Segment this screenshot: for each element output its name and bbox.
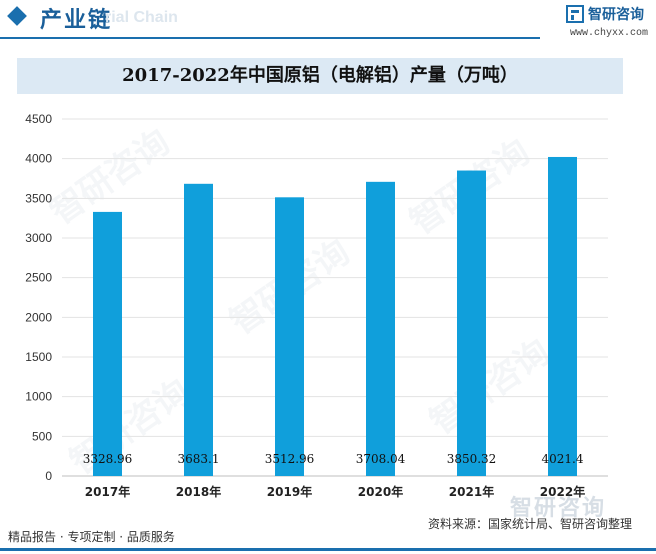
- y-tick-label: 1000: [25, 390, 52, 404]
- bar: [184, 183, 213, 476]
- x-tick-label: 2020年: [358, 484, 403, 499]
- chyxx-logo-icon: [566, 5, 584, 23]
- y-tick-label: 500: [32, 429, 52, 443]
- source-note: 资料来源：国家统计局、智研咨询整理: [428, 517, 633, 531]
- x-tick-label: 2018年: [176, 484, 221, 499]
- ghost-subtitle: rial Chain: [105, 9, 178, 26]
- chart-title-box: 2017-2022年中国原铝（电解铝）产量（万吨）: [17, 58, 623, 94]
- y-tick-label: 1500: [25, 350, 52, 364]
- data-label: 3708.04: [356, 452, 406, 466]
- chart-title: 2017-2022年中国原铝（电解铝）产量（万吨）: [122, 65, 518, 86]
- y-tick-label: 4500: [25, 112, 52, 126]
- page-header: 产业链 rial Chain 智研咨询 www.chyxx.com: [0, 0, 656, 40]
- diamond-icon: [7, 6, 27, 26]
- data-label: 3683.1: [178, 452, 220, 466]
- x-tick-label: 2022年: [540, 484, 585, 499]
- x-tick-label: 2017年: [85, 484, 130, 499]
- brand-url: www.chyxx.com: [570, 28, 649, 39]
- brand-name: 智研咨询: [588, 7, 644, 23]
- bar: [275, 197, 304, 476]
- y-tick-label: 4000: [25, 152, 52, 166]
- data-label: 4021.4: [542, 452, 584, 466]
- section-title: 产业链: [40, 8, 113, 33]
- footer-divider: [0, 548, 656, 551]
- x-tick-label: 2021年: [449, 484, 494, 499]
- y-tick-label: 2000: [25, 310, 52, 324]
- bar: [457, 170, 486, 476]
- bar: [366, 181, 395, 476]
- bar: [548, 156, 577, 476]
- data-label: 3850.32: [447, 452, 497, 466]
- y-tick-label: 2500: [25, 271, 52, 285]
- y-tick-label: 3000: [25, 231, 52, 245]
- x-tick-label: 2019年: [267, 484, 312, 499]
- y-tick-label: 3500: [25, 191, 52, 205]
- data-label: 3328.96: [83, 452, 133, 466]
- bar: [93, 211, 122, 476]
- footer-tagline: 精品报告 · 专项定制 · 品质服务: [8, 530, 175, 544]
- bar-chart: 0 500 1000 1500 2000 2500 3000 3500 4000 4500 3328…: [25, 112, 608, 499]
- y-tick-label: 0: [45, 469, 52, 483]
- footer-watermark-brand: 智研咨询: [510, 496, 607, 521]
- header-divider: [0, 37, 540, 39]
- data-label: 3512.96: [265, 452, 315, 466]
